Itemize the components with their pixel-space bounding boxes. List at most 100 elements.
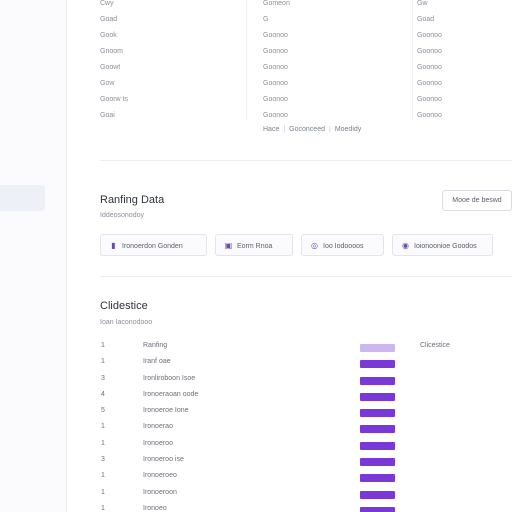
row-number: 1 [101,342,105,349]
table-cell: Goonoo [417,112,442,119]
chart-icon: ▮ [111,241,116,250]
table-row[interactable]: 5 Ironoeroe Ione [100,405,512,421]
section-divider [100,160,512,161]
filter-chip[interactable]: ▣ Eorm Rnoa [215,234,293,256]
classification-title: Clidestice [100,300,148,312]
table-cell: Goonoo [263,64,288,71]
row-bar [360,344,395,352]
row-label: Ironoerao [143,423,173,431]
table-cell: Goonoo [417,96,442,103]
table-cell: Goonoo [417,64,442,71]
filter-chip[interactable]: ▮ Ironoerdon Gonden [100,234,207,256]
row-bar [360,360,395,369]
row-label: Ironoeroo ise [143,456,184,464]
table-cell: Goai [100,112,115,119]
classification-subtitle: Ioan Iaconodooo [100,319,153,326]
row-label: Ranfing [143,342,168,349]
row-label: Ironoeroe Ione [143,407,189,415]
table-cell: Goonoo [263,32,288,39]
table-cell: Goonoo [263,96,288,103]
chip-label: Ioo Iodoooos [323,243,364,250]
row-number: 1 [101,423,105,431]
legend-item[interactable]: Goconceed [289,126,325,133]
legend-separator: | [328,126,331,133]
row-number: 1 [101,358,105,366]
search-icon: ◎ [311,241,318,250]
table-cell: Goonoo [263,48,288,55]
classification-list: 1 Ranfing Clicestice 1 Iranf oae 3 Ironliroboo… [100,340,512,512]
table-row[interactable]: 3 Ironoeroo ise [100,454,512,470]
row-bar [360,376,395,385]
table-cell: Gnoom [100,48,123,55]
row-bar [360,506,395,512]
table-row[interactable]: 3 Ironliroboon Isoe [100,373,512,389]
row-bar [360,392,395,401]
row-bar [360,490,395,499]
row-number: 1 [101,439,105,447]
row-label: Ironoeroon [143,488,177,496]
table-row[interactable]: 1 Ironoeroon [100,487,512,503]
row-bar [360,474,395,483]
row-label: Ironoeo [143,504,167,512]
legend-separator: | [283,126,286,133]
main-content: Cwy Goad Gook Gnoom Goowt Gow Goorw ts G… [66,0,512,512]
ranking-subtitle: Iddeosonodoy [100,212,144,219]
table-row[interactable]: 1 Ironoeo [100,503,512,512]
table-row[interactable]: 1 Ironoeroeo [100,470,512,486]
filter-chip[interactable]: ◎ Ioo Iodoooos [301,234,384,256]
circle-icon: ◉ [402,241,409,250]
row-bar [360,425,395,434]
table-cell: Goonoo [263,80,288,87]
table-cell: Goorw ts [100,96,129,103]
table-cell: Goonoo [263,112,288,119]
table-cell: Gomeon [263,0,290,7]
row-number: 1 [101,504,105,512]
table-row[interactable]: 4 Ironoeraoan oode [100,389,512,405]
legend-item[interactable]: Hace [263,126,280,133]
table-row[interactable]: 1 Ironoerao [100,421,512,437]
row-number: 1 [101,488,105,496]
row-number: 3 [101,456,105,464]
chip-label: Ioionoonioe Goodos [414,243,477,250]
top-table-col1: Cwy Goad Gook Gnoom Goowt Gow Goorw ts G… [100,0,128,124]
table-cell: Goonoo [417,80,442,87]
filter-chip[interactable]: ◉ Ioionoonioe Goodos [392,234,493,256]
top-table-col2: Gomeon G Goonoo Goonoo Goonoo Goonoo Goo… [263,0,290,124]
chip-label: Ironoerdon Gonden [122,243,183,250]
table-cell: Goowt [100,64,121,71]
top-table: Cwy Goad Gook Gnoom Goowt Gow Goorw ts G… [100,0,512,160]
sidebar [0,0,67,512]
column-header-note: Clicestice [420,342,450,349]
table-cell: Gook [100,32,117,39]
table-legend: Hace | Goconceed | Moedidy [263,126,361,133]
table-cell: Goonoo [417,48,442,55]
table-cell: Goonoo [417,32,442,39]
row-label: Ironoeraoan oode [143,390,199,398]
row-label: Ironliroboon Isoe [143,374,196,382]
row-number: 5 [101,407,105,415]
legend-item[interactable]: Moedidy [334,126,362,133]
row-label: Iranf oae [143,358,171,366]
column-divider [412,0,413,120]
table-row[interactable]: 1 Ranfing Clicestice [100,340,512,356]
row-bar [360,441,395,450]
row-bar [360,409,395,418]
row-label: Ironoeroeo [143,472,177,480]
table-cell: Gw [417,0,428,7]
table-cell: G [263,16,269,23]
box-icon: ▣ [224,241,233,250]
row-number: 3 [101,374,105,382]
table-cell: Goad [417,16,435,23]
sidebar-item-active[interactable] [0,185,45,211]
row-number: 4 [101,390,105,398]
section-divider [100,276,512,277]
table-row[interactable]: 1 Iranf oae [100,356,512,372]
table-cell: Goad [100,16,118,23]
ranking-title: Ranfing Data [100,194,165,206]
table-cell: Gow [100,80,115,87]
table-row[interactable]: 1 Ironoeroo [100,438,512,454]
table-cell: Cwy [100,0,114,7]
row-number: 1 [101,472,105,480]
ranking-action-button[interactable]: Mooe de beswd [442,190,512,211]
